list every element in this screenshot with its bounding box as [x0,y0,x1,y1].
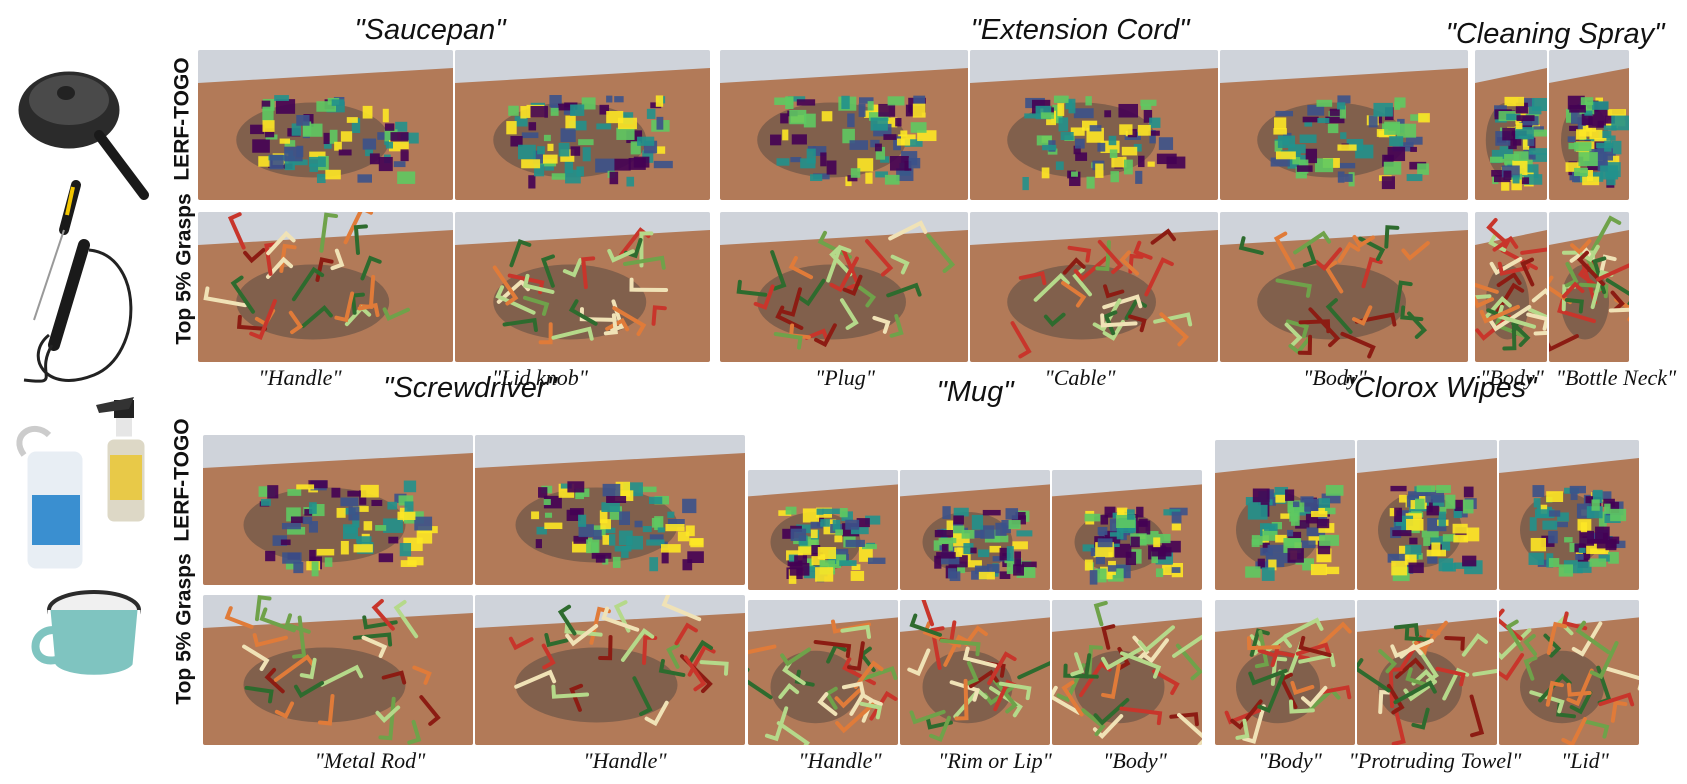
panel-wipes-lid-heatmap-drawing [1499,440,1639,590]
panel-screwdriver-rod-heatmap-drawing [203,435,473,585]
panel-screwdriver-handle-grasps [475,595,745,745]
panel-spray-body-grasps [1475,212,1547,362]
row-label-top-grasps-2: Top 5% Grasps [172,553,196,705]
panel-cord-plug-heatmap-drawing [720,50,968,200]
caption-spray-bottle-neck: "Bottle Neck" [1555,365,1677,390]
title-clorox-wipes: "Clorox Wipes" [1343,372,1537,404]
panel-screwdriver-handle-heatmap-drawing [475,435,745,585]
panel-mug-body-heatmap-drawing [1052,470,1202,590]
panel-wipes-towel-grasps [1357,600,1497,745]
caption-wipes-protruding-towel: "Protruding Towel" [1348,748,1522,773]
caption-screwdriver-metal-rod: "Metal Rod" [314,748,426,773]
panel-mug-rim-heatmap [900,470,1050,590]
panel-mug-rim-grasps-drawing [900,600,1050,745]
caption-spray-body: "Body" [1480,365,1544,390]
panel-wipes-lid-grasps [1499,600,1639,745]
row-label-lerf-togo-2: LERF-TOGO [170,418,194,542]
panel-wipes-towel-heatmap [1357,440,1497,590]
panel-saucepan-handle-heatmap-drawing [198,50,453,200]
panel-cord-body-heatmap-drawing [1220,50,1468,200]
panel-saucepan-lid-knob-heatmap-drawing [455,50,710,200]
panel-spray-body-heatmap [1475,50,1547,200]
panel-wipes-lid-heatmap [1499,440,1639,590]
panel-wipes-body-grasps-drawing [1215,600,1355,745]
panel-screwdriver-rod-grasps [203,595,473,745]
title-mug: "Mug" [936,376,1014,408]
wipes-canister-icon [16,426,86,572]
panel-mug-rim-heatmap-drawing [900,470,1050,590]
panel-saucepan-lid-knob-grasps [455,212,710,362]
panel-screwdriver-handle-heatmap [475,435,745,585]
row-label-lerf-togo-1: LERF-TOGO [170,57,194,181]
screwdriver-icon [33,180,81,321]
spray-bottle-icon [96,397,148,525]
panel-screwdriver-rod-grasps-drawing [203,595,473,745]
saucepan-icon [15,68,149,200]
panel-mug-handle-heatmap-drawing [748,470,898,590]
panel-cord-plug-heatmap [720,50,968,200]
title-cleaning-spray: "Cleaning Spray" [1445,18,1665,50]
panel-wipes-body-grasps [1215,600,1355,745]
caption-wipes-lid: "Lid" [1561,748,1609,773]
title-screwdriver: "Screwdriver" [383,372,557,404]
panel-mug-handle-grasps [748,600,898,745]
panel-cord-body-grasps-drawing [1220,212,1468,362]
panel-cord-body-grasps [1220,212,1468,362]
mug-icon [31,590,141,678]
title-extension-cord: "Extension Cord" [970,14,1190,46]
panel-saucepan-lid-knob-heatmap [455,50,710,200]
caption-screwdriver-handle: "Handle" [583,748,667,773]
object-thumbnails-drawing [15,68,149,678]
caption-mug-rim-or-lip: "Rim or Lip" [938,748,1052,773]
panel-wipes-body-heatmap [1215,440,1355,590]
panel-cord-cable-heatmap-drawing [970,50,1218,200]
panel-spray-body-grasps-drawing [1475,212,1547,362]
panel-wipes-towel-heatmap-drawing [1357,440,1497,590]
panel-cord-cable-heatmap [970,50,1218,200]
panel-cord-cable-grasps-drawing [970,212,1218,362]
panel-cord-plug-grasps [720,212,968,362]
panel-spray-bottle-neck-grasps-drawing [1549,212,1629,362]
panel-spray-bottle-neck-grasps [1549,212,1629,362]
caption-saucepan-lid-knob: "Lid knob" [491,365,589,390]
caption-saucepan-handle: "Handle" [258,365,342,390]
object-thumbnails [4,55,164,745]
caption-mug-handle: "Handle" [798,748,882,773]
panel-screwdriver-handle-grasps-drawing [475,595,745,745]
caption-cord-body: "Body" [1303,365,1367,390]
panel-mug-body-heatmap [1052,470,1202,590]
panel-mug-handle-grasps-drawing [748,600,898,745]
caption-cord-cable: "Cable" [1044,365,1116,390]
panel-cord-body-heatmap [1220,50,1468,200]
extension-cord-icon [23,239,133,383]
panel-saucepan-handle-grasps [198,212,453,362]
panel-saucepan-handle-grasps-drawing [198,212,453,362]
panel-saucepan-lid-knob-grasps-drawing [455,212,710,362]
panel-spray-body-heatmap-drawing [1475,50,1547,200]
panel-mug-body-grasps-drawing [1052,600,1202,745]
panel-saucepan-handle-heatmap [198,50,453,200]
panel-spray-bottle-neck-heatmap [1549,50,1629,200]
caption-mug-body: "Body" [1103,748,1167,773]
panel-wipes-lid-grasps-drawing [1499,600,1639,745]
row-label-top-grasps-1: Top 5% Grasps [172,193,196,345]
panel-spray-bottle-neck-heatmap-drawing [1549,50,1629,200]
panel-cord-cable-grasps [970,212,1218,362]
panel-mug-handle-heatmap [748,470,898,590]
panel-screwdriver-rod-heatmap [203,435,473,585]
caption-cord-plug: "Plug" [814,365,876,390]
caption-wipes-body: "Body" [1258,748,1322,773]
panel-wipes-body-heatmap-drawing [1215,440,1355,590]
panel-cord-plug-grasps-drawing [720,212,968,362]
panel-mug-rim-grasps [900,600,1050,745]
title-saucepan: "Saucepan" [354,14,506,46]
panel-mug-body-grasps [1052,600,1202,745]
panel-wipes-towel-grasps-drawing [1357,600,1497,745]
